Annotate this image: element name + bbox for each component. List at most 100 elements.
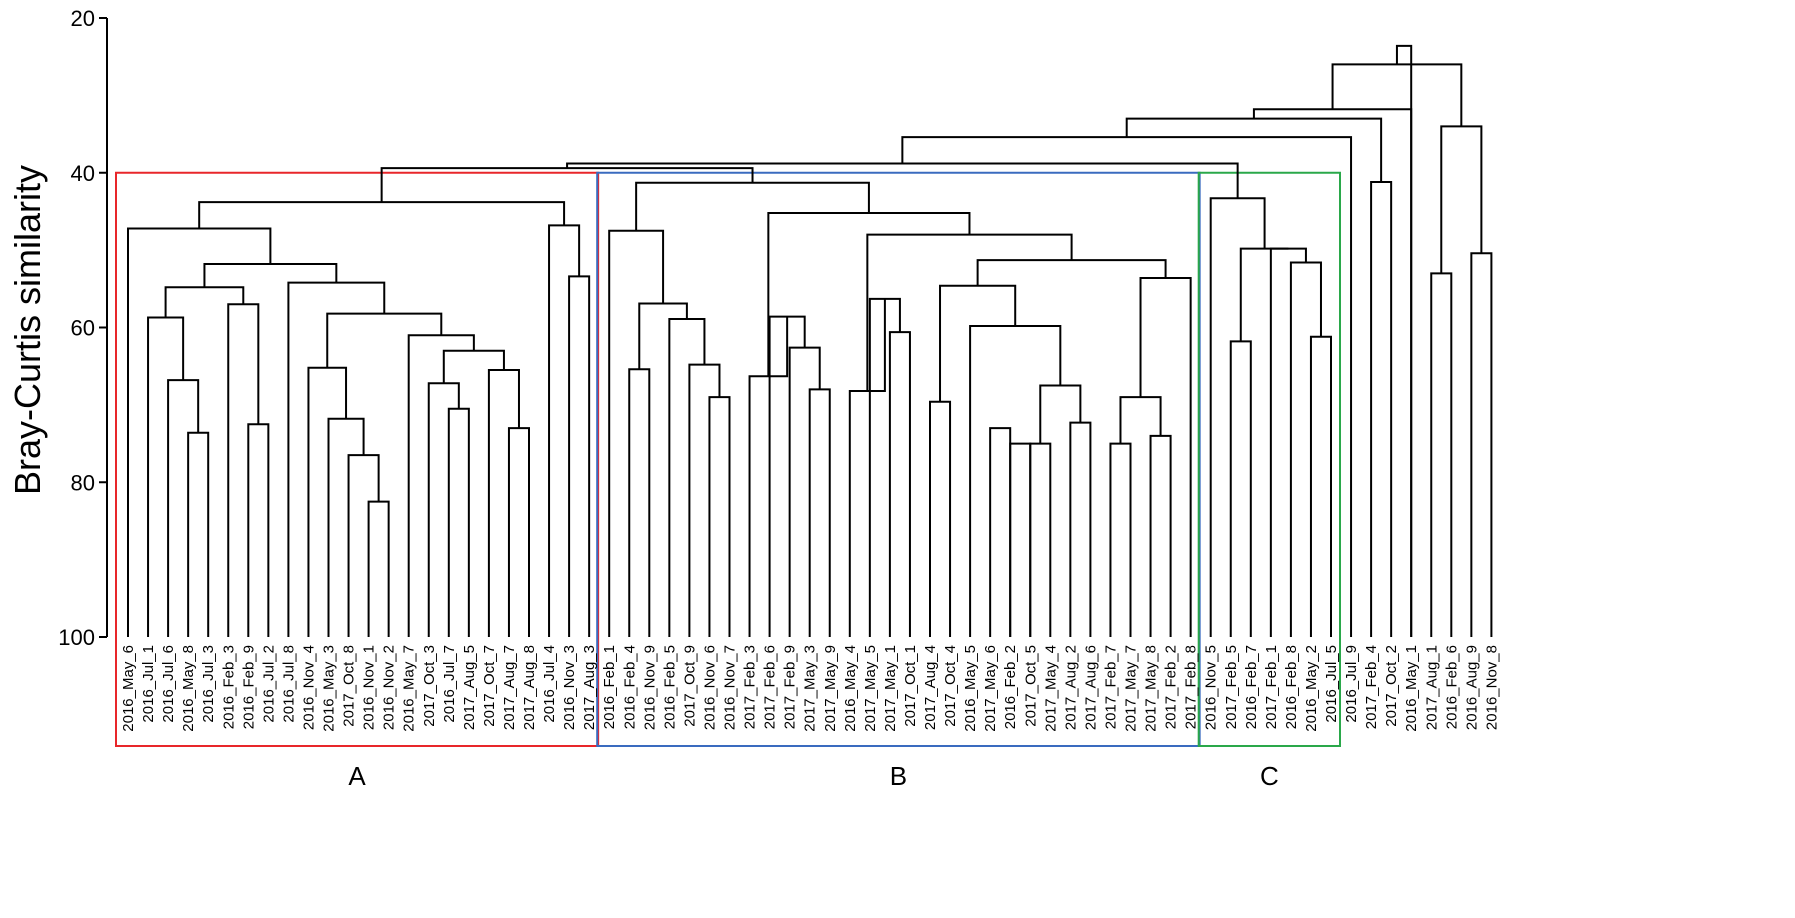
dendrogram-link [327,417,365,637]
leaf-label: 2016_Nov_1 [361,645,378,730]
leaf-label: 2017_May_1 [882,645,899,732]
leaf-label: 2017_May_6 [982,645,999,732]
dendrogram-link [1125,117,1383,183]
leaf-label: 2017_Oct_8 [341,645,358,727]
dendrogram-link [1109,442,1132,637]
leaf-label: 2016_Jul_6 [160,645,177,723]
leaf-label: 2016_Nov_2 [381,645,398,730]
dendrogram-link [1229,340,1252,637]
cluster-box-c [1197,171,1341,747]
dendrogram-link [203,263,338,288]
leaf-label: 2016_Nov_3 [561,645,578,730]
leaf-label: 2017_Aug_4 [922,645,939,730]
leaf-label: 2016_Nov_5 [1203,645,1220,730]
leaf-label: 2016_Jul_5 [1323,645,1340,723]
dendrogram-link [1440,125,1483,274]
leaf-label: 2017_Feb_3 [742,645,759,729]
leaf-label: 2017_Oct_3 [421,645,438,727]
cluster-label-c: C [1260,761,1279,791]
leaf-label: 2017_Aug_3 [581,645,598,730]
leaf-label: 2016_May_8 [180,645,197,732]
leaf-label: 2017_May_3 [802,645,819,732]
leaf-label: 2017_Feb_7 [1102,645,1119,729]
leaf-label: 2017_May_5 [862,645,879,732]
leaf-label: 2017_Oct_1 [902,645,919,727]
dendrogram-link [427,382,460,637]
dendrogram-link [1430,272,1453,637]
leaf-label: 2016_Feb_1 [601,645,618,729]
y-tick-label: 20 [71,6,95,31]
dendrogram-link [568,275,591,637]
leaf-label: 2017_Aug_1 [1423,645,1440,730]
leaf-label: 2017_May_7 [1123,645,1140,732]
dendrogram-link [635,181,870,231]
dendrogram-link [1009,442,1032,637]
dendrogram-link [548,224,581,637]
leaf-label: 2016_Nov_7 [722,645,739,730]
leaf-label: 2016_Nov_6 [701,645,718,730]
dendrogram-link [307,366,348,637]
leaf-label: 2017_Feb_9 [782,645,799,729]
leaf-label: 2017_May_4 [1042,645,1059,732]
leaf-label: 2017_Aug_5 [461,645,478,730]
leaf-label: 2016_Nov_9 [641,645,658,730]
leaf-label: 2016_Jul_3 [200,645,217,723]
dendrogram-links [127,44,1493,637]
dendrogram-link [447,407,470,637]
dendrogram-link [507,427,530,637]
leaf-label: 2016_Feb_5 [661,645,678,729]
y-tick-label: 60 [71,316,95,341]
dendrogram-link [939,284,1017,402]
dendrogram-link [1039,384,1082,444]
dendrogram-link [487,369,520,637]
leaf-label: 2017_Feb_5 [1223,645,1240,729]
leaf-label: 2016_May_4 [842,645,859,732]
dendrogram-link [1209,197,1266,637]
leaf-label: 2016_Nov_4 [300,645,317,730]
leaf-label: 2016_Feb_7 [1243,645,1260,729]
leaf-label: 2016_May_5 [962,645,979,732]
leaf-label: 2017_Feb_8 [1183,645,1200,729]
cluster-label-b: B [890,761,907,791]
dendrogram-link [367,500,390,637]
leaf-label: 2017_Feb_1 [1263,645,1280,729]
y-axis-title: Bray-Curtis similarity [7,165,48,495]
leaf-labels: 2016_May_6 2016_Jul_1 2016_Jul_6 2016_May_8… [120,645,1500,732]
dendrogram-link [668,317,706,637]
dendrogram-link [608,229,665,637]
dendrogram-link [788,346,821,637]
leaf-label: 2016_Feb_9 [240,645,257,729]
dendrogram-link [187,431,210,637]
leaf-label: 2016_May_2 [1303,645,1320,732]
dendrogram-link [407,334,475,637]
dendrogram-link [708,396,731,637]
dendrogram-link [808,388,831,637]
dendrogram-link [1139,276,1192,637]
leaf-label: 2016_Feb_3 [220,645,237,729]
leaf-label: 2017_Aug_2 [1062,645,1079,730]
dendrogram-link [287,281,386,637]
leaf-label: 2016_Jul_1 [140,645,157,723]
dendrogram-link [227,303,260,637]
dendrogram-link [167,379,200,637]
dendrogram-link [147,316,185,637]
y-tick-label: 80 [71,470,95,495]
leaf-label: 2016_Aug_9 [1463,645,1480,730]
dendrogram-link [638,302,688,370]
dendrogram-link [1309,335,1332,637]
dendrogram-link [1470,252,1493,637]
leaf-label: 2017_Aug_6 [1082,645,1099,730]
y-axis: 20 40 60 80 100 [58,6,108,650]
dendrogram-link [989,427,1012,637]
dendrogram-link [1370,181,1393,637]
leaf-label: 2017_Feb_4 [1363,645,1380,729]
leaf-label: 2016_May_6 [120,645,137,732]
dendrogram-link [929,400,952,637]
leaf-label: 2016_Feb_6 [1443,645,1460,729]
leaf-label: 2016_Jul_4 [541,645,558,723]
leaf-label: 2016_Jul_9 [1343,645,1360,723]
leaf-label: 2017_Oct_2 [1383,645,1400,727]
leaf-label: 2016_Feb_2 [1002,645,1019,729]
